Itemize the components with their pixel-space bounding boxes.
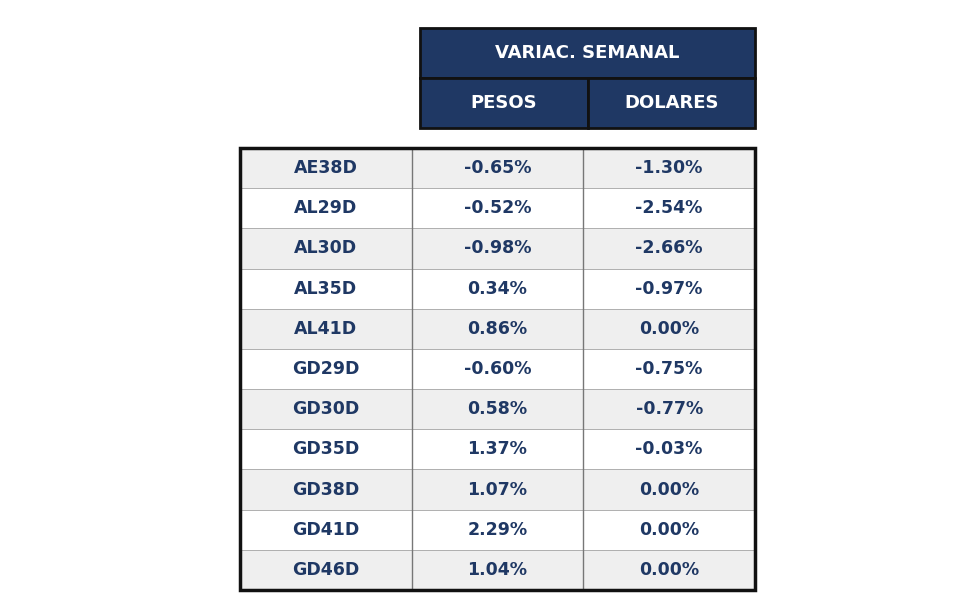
Text: AL35D: AL35D — [294, 280, 358, 298]
Text: -0.60%: -0.60% — [464, 360, 531, 378]
Bar — [240, 510, 755, 550]
Text: AE38D: AE38D — [294, 159, 358, 177]
Text: 1.07%: 1.07% — [467, 480, 527, 499]
Bar — [240, 148, 755, 590]
Text: GD38D: GD38D — [292, 480, 360, 499]
Text: 0.00%: 0.00% — [639, 520, 699, 539]
Text: AL30D: AL30D — [294, 240, 358, 257]
Text: -2.66%: -2.66% — [635, 240, 703, 257]
Bar — [240, 269, 755, 309]
Text: -2.54%: -2.54% — [635, 199, 703, 217]
Text: -0.98%: -0.98% — [464, 240, 531, 257]
Text: PESOS: PESOS — [470, 94, 537, 112]
Text: AL29D: AL29D — [294, 199, 358, 217]
Bar — [240, 389, 755, 429]
Bar — [587, 78, 755, 128]
Text: AL41D: AL41D — [294, 320, 358, 338]
Bar — [240, 148, 755, 188]
Text: -0.75%: -0.75% — [635, 360, 703, 378]
Text: -0.77%: -0.77% — [636, 400, 703, 418]
Bar — [240, 550, 755, 590]
Text: 0.58%: 0.58% — [467, 400, 527, 418]
Text: -1.30%: -1.30% — [635, 159, 703, 177]
Bar — [240, 429, 755, 469]
Text: GD46D: GD46D — [292, 561, 360, 579]
Text: 0.34%: 0.34% — [467, 280, 527, 298]
Bar — [240, 469, 755, 510]
Text: -0.65%: -0.65% — [464, 159, 531, 177]
Text: -0.52%: -0.52% — [464, 199, 531, 217]
Bar — [420, 78, 587, 128]
Text: GD30D: GD30D — [292, 400, 360, 418]
Text: 0.00%: 0.00% — [639, 480, 699, 499]
Text: 2.29%: 2.29% — [467, 520, 527, 539]
Text: -0.03%: -0.03% — [635, 440, 703, 458]
Bar — [240, 349, 755, 389]
Text: -0.97%: -0.97% — [635, 280, 703, 298]
Text: DOLARES: DOLARES — [624, 94, 718, 112]
Bar — [240, 309, 755, 349]
Text: GD41D: GD41D — [292, 520, 360, 539]
Text: 0.00%: 0.00% — [639, 320, 699, 338]
Text: GD29D: GD29D — [292, 360, 360, 378]
Text: 0.00%: 0.00% — [639, 561, 699, 579]
Text: VARIAC. SEMANAL: VARIAC. SEMANAL — [495, 44, 680, 62]
Text: GD35D: GD35D — [292, 440, 360, 458]
Text: 0.86%: 0.86% — [467, 320, 527, 338]
Bar — [420, 28, 755, 78]
Text: 1.37%: 1.37% — [467, 440, 527, 458]
Bar — [240, 188, 755, 229]
Bar — [240, 229, 755, 269]
Text: 1.04%: 1.04% — [467, 561, 527, 579]
